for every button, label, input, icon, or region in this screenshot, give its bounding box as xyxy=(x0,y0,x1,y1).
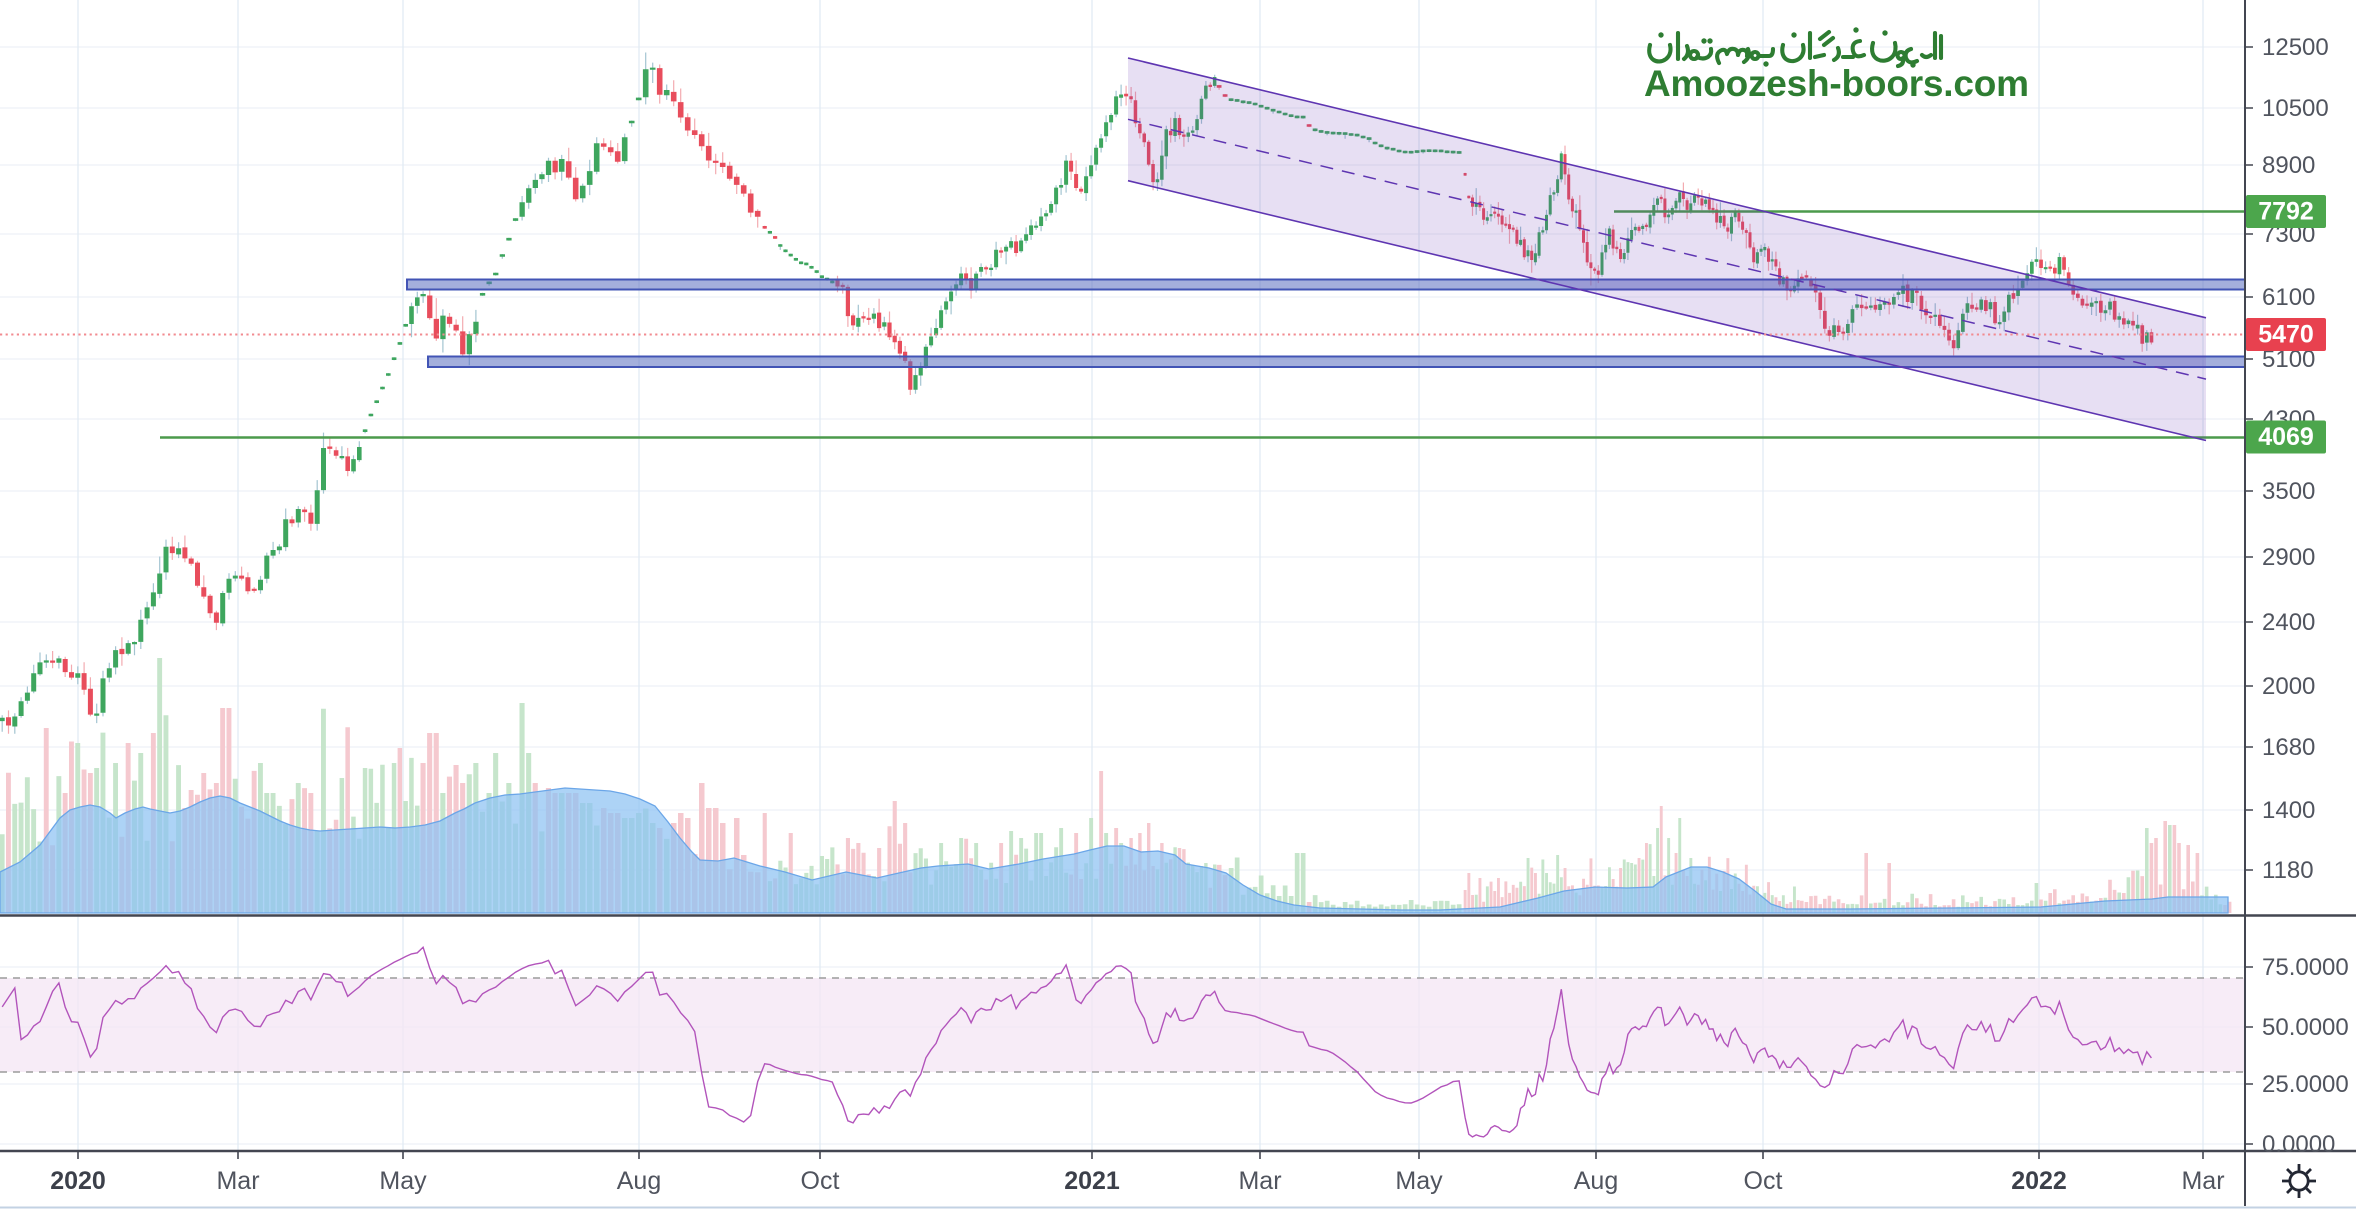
svg-text:Mar: Mar xyxy=(216,1167,259,1195)
svg-text:Mar: Mar xyxy=(1238,1167,1281,1195)
svg-text:75.0000: 75.0000 xyxy=(2262,954,2349,981)
svg-text:4069: 4069 xyxy=(2258,423,2314,451)
svg-text:Amoozesh-boors.com: Amoozesh-boors.com xyxy=(1644,63,2029,104)
svg-text:2020: 2020 xyxy=(50,1167,106,1195)
svg-text:25.0000: 25.0000 xyxy=(2262,1071,2349,1098)
svg-text:7792: 7792 xyxy=(2258,198,2314,226)
svg-text:12500: 12500 xyxy=(2262,34,2329,61)
svg-text:Oct: Oct xyxy=(801,1167,840,1195)
svg-text:Oct: Oct xyxy=(1744,1167,1783,1195)
svg-text:Mar: Mar xyxy=(2181,1167,2224,1195)
svg-text:5470: 5470 xyxy=(2258,321,2314,349)
svg-text:50.0000: 50.0000 xyxy=(2262,1014,2349,1041)
svg-text:0.0000: 0.0000 xyxy=(2262,1131,2335,1158)
svg-text:10500: 10500 xyxy=(2262,95,2329,122)
svg-text:2400: 2400 xyxy=(2262,609,2315,636)
svg-text:1680: 1680 xyxy=(2262,734,2315,761)
svg-text:8900: 8900 xyxy=(2262,152,2315,179)
svg-text:3500: 3500 xyxy=(2262,478,2315,505)
svg-text:2022: 2022 xyxy=(2011,1167,2067,1195)
svg-text:May: May xyxy=(1395,1167,1443,1195)
svg-text:1400: 1400 xyxy=(2262,797,2315,824)
svg-text:Aug: Aug xyxy=(1574,1167,1618,1195)
svg-text:2900: 2900 xyxy=(2262,544,2315,571)
svg-text:2000: 2000 xyxy=(2262,673,2315,700)
svg-text:1180: 1180 xyxy=(2262,857,2314,884)
svg-text:2021: 2021 xyxy=(1064,1167,1120,1195)
svg-text:Aug: Aug xyxy=(617,1167,661,1195)
svg-text:6100: 6100 xyxy=(2262,284,2315,311)
svg-text:May: May xyxy=(379,1167,427,1195)
